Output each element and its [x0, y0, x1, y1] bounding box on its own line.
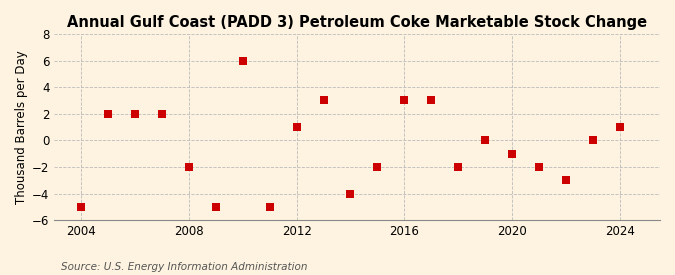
Title: Annual Gulf Coast (PADD 3) Petroleum Coke Marketable Stock Change: Annual Gulf Coast (PADD 3) Petroleum Cok… [67, 15, 647, 30]
Point [103, 112, 113, 116]
Point [318, 98, 329, 103]
Point [587, 138, 598, 142]
Point [265, 205, 275, 209]
Point [76, 205, 86, 209]
Point [480, 138, 491, 142]
Point [533, 165, 544, 169]
Point [453, 165, 464, 169]
Point [426, 98, 437, 103]
Y-axis label: Thousand Barrels per Day: Thousand Barrels per Day [15, 50, 28, 204]
Point [211, 205, 221, 209]
Text: Source: U.S. Energy Information Administration: Source: U.S. Energy Information Administ… [61, 262, 307, 272]
Point [238, 58, 248, 63]
Point [291, 125, 302, 129]
Point [184, 165, 194, 169]
Point [506, 152, 517, 156]
Point [560, 178, 571, 182]
Point [614, 125, 625, 129]
Point [372, 165, 383, 169]
Point [399, 98, 410, 103]
Point [345, 191, 356, 196]
Point [157, 112, 167, 116]
Point [130, 112, 140, 116]
